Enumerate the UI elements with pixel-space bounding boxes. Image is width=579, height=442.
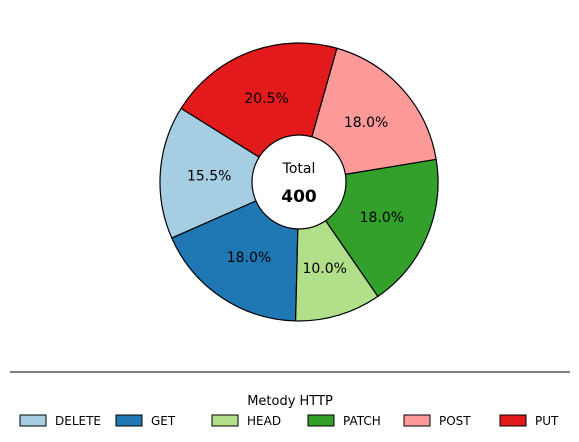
percent-label-patch: 18.0% bbox=[360, 210, 404, 226]
legend: DELETE GET HEAD PATCH POST PUT bbox=[19, 414, 559, 428]
percent-label-delete: 15.5% bbox=[187, 169, 231, 185]
legend-swatch-head bbox=[211, 414, 239, 427]
legend-swatch-post bbox=[403, 414, 431, 427]
legend-swatch-patch bbox=[307, 414, 335, 427]
center-hole bbox=[251, 134, 347, 230]
percent-label-post: 18.0% bbox=[344, 115, 388, 131]
legend-label-head: HEAD bbox=[247, 414, 281, 428]
legend-swatch-get bbox=[115, 414, 143, 427]
legend-title: Metody HTTP bbox=[247, 394, 333, 409]
legend-label-put: PUT bbox=[535, 414, 559, 428]
center-total: 400 bbox=[281, 187, 317, 207]
percent-label-head: 10.0% bbox=[302, 261, 346, 277]
legend-label-get: GET bbox=[151, 414, 176, 428]
legend-swatch-put bbox=[499, 414, 527, 427]
slice-delete bbox=[159, 107, 300, 239]
legend-swatch-delete bbox=[19, 414, 47, 427]
slice-post bbox=[298, 47, 437, 183]
center-label: Total bbox=[282, 161, 316, 177]
legend-label-patch: PATCH bbox=[343, 414, 381, 428]
percent-labels-group: 15.5% 18.0% 10.0% 18.0% 18.0% 20.5% bbox=[187, 91, 404, 277]
legend-label-delete: DELETE bbox=[55, 414, 101, 428]
percent-label-put: 20.5% bbox=[244, 91, 288, 107]
legend-label-post: POST bbox=[439, 414, 471, 428]
percent-label-get: 18.0% bbox=[227, 250, 271, 266]
